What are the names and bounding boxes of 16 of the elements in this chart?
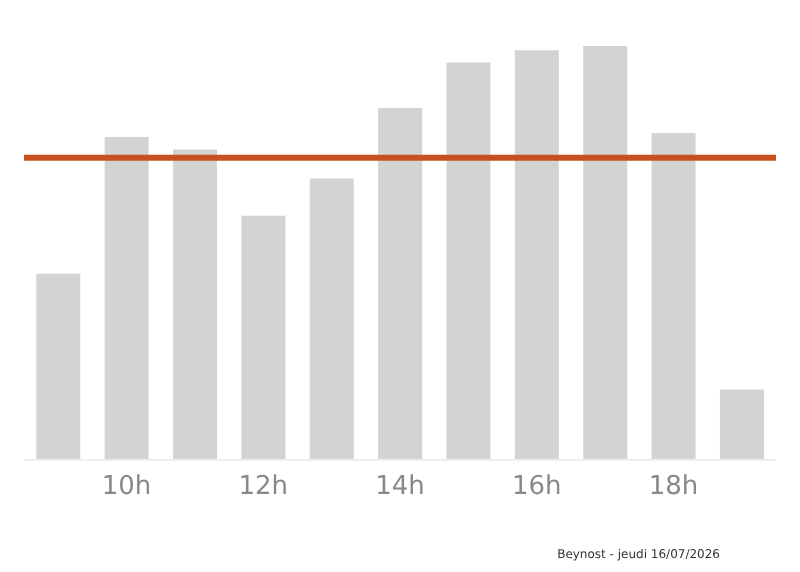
bar bbox=[173, 149, 218, 460]
x-tick-label: 18h bbox=[648, 472, 699, 503]
bar bbox=[583, 46, 628, 460]
bar bbox=[104, 137, 149, 460]
x-tick-label: 14h bbox=[375, 472, 425, 503]
bar bbox=[378, 108, 423, 460]
x-tick-label: 16h bbox=[511, 472, 562, 503]
bar bbox=[719, 389, 764, 460]
bar bbox=[514, 50, 559, 460]
bar bbox=[309, 178, 354, 460]
bar bbox=[241, 215, 286, 460]
x-tick-label: 12h bbox=[238, 472, 289, 503]
bar bbox=[446, 62, 491, 460]
bar bbox=[651, 132, 696, 460]
x-tick-label: 10h bbox=[101, 472, 152, 503]
bar bbox=[36, 273, 81, 460]
